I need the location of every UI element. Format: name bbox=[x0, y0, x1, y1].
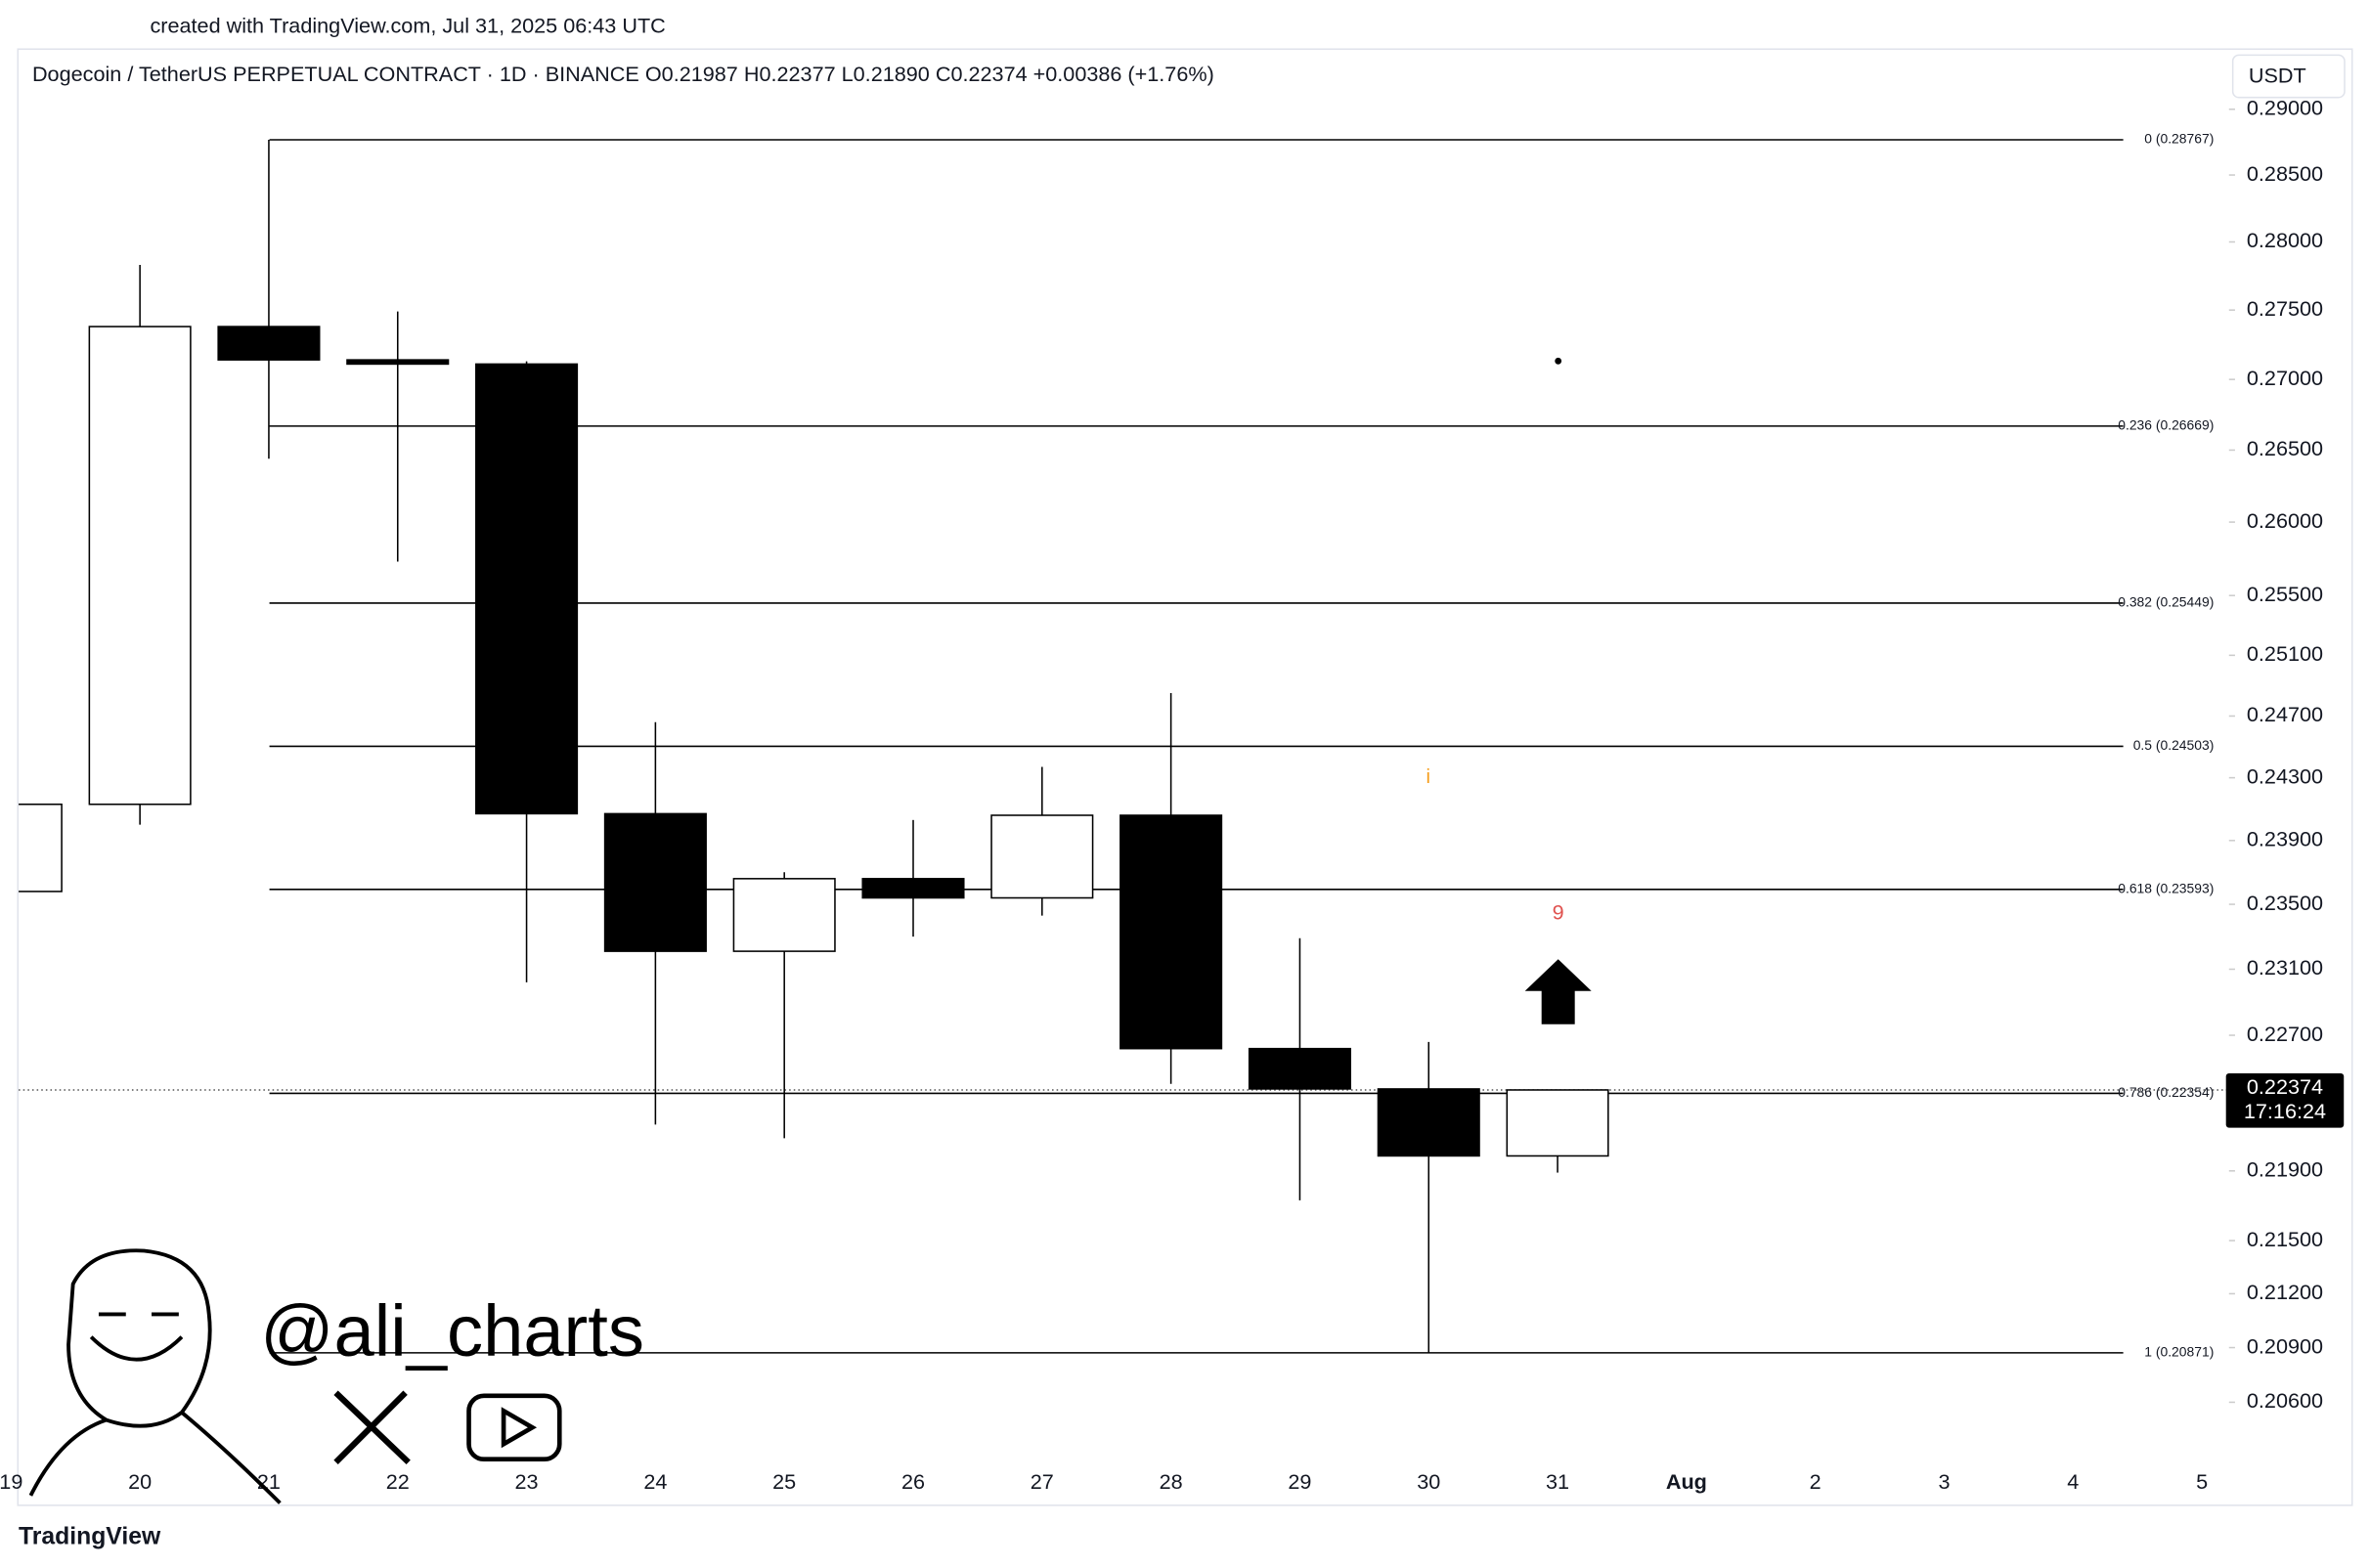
y-tick-label: 0.23100 bbox=[2247, 955, 2323, 980]
fib-label: 0.5 (0.24503) bbox=[2133, 737, 2215, 753]
y-tick-label: 0.23900 bbox=[2247, 827, 2323, 851]
y-tick-label: 0.24300 bbox=[2247, 763, 2323, 788]
x-icon bbox=[333, 1390, 411, 1465]
x-tick-label: 26 bbox=[901, 1469, 925, 1494]
candle-body bbox=[861, 878, 965, 899]
youtube-play bbox=[501, 1407, 538, 1449]
x-tick-label: 20 bbox=[128, 1469, 152, 1494]
annotation: 9 bbox=[1553, 900, 1564, 925]
frame bbox=[17, 48, 2353, 1506]
y-tick-label: 0.21200 bbox=[2247, 1280, 2323, 1304]
x-tick-label: 31 bbox=[1546, 1469, 1569, 1494]
y-tick-label: 0.26500 bbox=[2247, 436, 2323, 460]
candle-body bbox=[19, 803, 63, 893]
fib-label: 0.382 (0.25449) bbox=[2118, 594, 2214, 610]
fib-label: 0 (0.28767) bbox=[2144, 131, 2214, 147]
candle-body bbox=[475, 363, 579, 815]
y-tick-label: 0.28500 bbox=[2247, 161, 2323, 186]
y-tick-label: 0.26000 bbox=[2247, 508, 2323, 533]
y-tick-label: 0.27000 bbox=[2247, 366, 2323, 390]
x-tick-label: 25 bbox=[772, 1469, 796, 1494]
fib-label: 0.618 (0.23593) bbox=[2118, 880, 2214, 895]
x-tick-label: 27 bbox=[1031, 1469, 1054, 1494]
y-tick-label: 0.21500 bbox=[2247, 1227, 2323, 1251]
x-tick-label: 5 bbox=[2196, 1469, 2208, 1494]
x-tick-label: 23 bbox=[515, 1469, 539, 1494]
avatar bbox=[28, 1248, 282, 1504]
x-tick-label: 28 bbox=[1160, 1469, 1183, 1494]
x-tick-label: 2 bbox=[1810, 1469, 1821, 1494]
last-price: 0.22374 bbox=[2247, 1074, 2323, 1099]
y-tick-label: 0.25500 bbox=[2247, 582, 2323, 606]
fib-label: 0.786 (0.22354) bbox=[2118, 1084, 2214, 1100]
candle-body bbox=[1248, 1047, 1351, 1090]
y-tick-label: 0.25100 bbox=[2247, 641, 2323, 666]
annotation: i bbox=[1426, 766, 1430, 788]
x-tick-label: 30 bbox=[1417, 1469, 1440, 1494]
y-tick-label: 0.22700 bbox=[2247, 1022, 2323, 1046]
y-tick-label: 0.20900 bbox=[2247, 1333, 2323, 1358]
y-tick-label: 0.23500 bbox=[2247, 891, 2323, 915]
y-tick-label: 0.28000 bbox=[2247, 228, 2323, 252]
created-note: created with TradingView.com, Jul 31, 20… bbox=[150, 14, 665, 38]
youtube-icon bbox=[466, 1393, 562, 1462]
currency-button[interactable] bbox=[2231, 54, 2346, 99]
author: @ali_charts bbox=[260, 1290, 644, 1372]
x-tick-label: 24 bbox=[643, 1469, 667, 1494]
arrow-up bbox=[1524, 959, 1592, 1024]
x-tick-label: 4 bbox=[2067, 1469, 2079, 1494]
candle-body bbox=[1377, 1088, 1480, 1157]
y-tick-label: 0.24700 bbox=[2247, 702, 2323, 726]
candle-body bbox=[732, 878, 836, 952]
y-tick-label: 0.21900 bbox=[2247, 1157, 2323, 1182]
last-price-box bbox=[2225, 1072, 2345, 1128]
x-tick-label: 19 bbox=[0, 1469, 22, 1494]
countdown: 17:16:24 bbox=[2244, 1099, 2326, 1123]
candle-body bbox=[1119, 814, 1223, 1050]
dot bbox=[1555, 357, 1562, 365]
candle-body bbox=[603, 812, 707, 952]
candle-body bbox=[346, 359, 450, 366]
fib-label: 1 (0.20871) bbox=[2144, 1344, 2214, 1360]
x-tick-label: 3 bbox=[1938, 1469, 1950, 1494]
y-tick-label: 0.20600 bbox=[2247, 1388, 2323, 1413]
x-tick-label: Aug bbox=[1666, 1469, 1707, 1494]
x-tick-label: 22 bbox=[386, 1469, 410, 1494]
candle-body bbox=[88, 326, 192, 806]
candle-body bbox=[217, 326, 321, 361]
fib-label: 0.236 (0.26669) bbox=[2118, 417, 2214, 433]
y-tick-label: 0.29000 bbox=[2247, 95, 2323, 119]
brand: TradingView bbox=[19, 1524, 161, 1550]
candle-body bbox=[990, 814, 1094, 899]
x-tick-label: 29 bbox=[1288, 1469, 1311, 1494]
candle-body bbox=[1506, 1089, 1609, 1157]
legend-title: Dogecoin / TetherUS PERPETUAL CONTRACT ·… bbox=[32, 62, 1214, 86]
currency: USDT bbox=[2249, 64, 2306, 88]
y-tick-label: 0.27500 bbox=[2247, 296, 2323, 321]
